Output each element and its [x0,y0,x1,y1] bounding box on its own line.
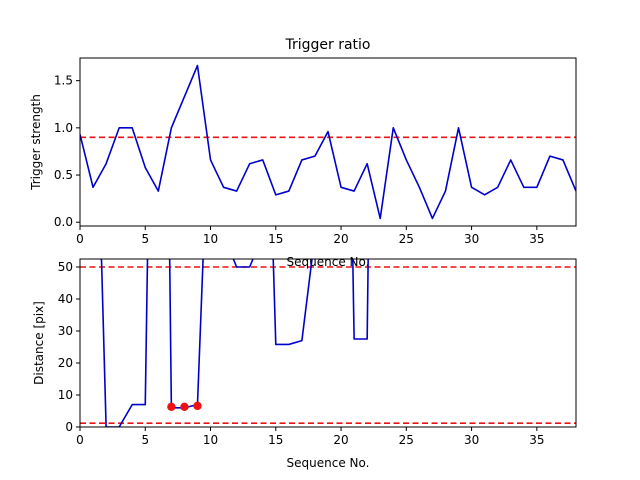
chart-bottom-ytick-label: 50 [58,260,73,274]
chart-bottom-xtick-label: 15 [268,433,283,447]
chart-bottom-xtick-label: 35 [529,433,544,447]
chart-top-ylabel: Trigger strength [29,94,43,191]
chart-top-ytick-label: 0.5 [54,168,73,182]
chart-bottom-marker-point [193,401,202,411]
chart-top-xtick-label: 20 [333,232,348,246]
chart-bottom-ylabel: Distance [pix] [32,301,46,385]
chart-bottom-xlabel: Sequence No. [287,456,370,470]
chart-top-ytick-label: 1.0 [54,121,73,135]
chart-bottom-xtick-label: 5 [141,433,149,447]
chart-bottom-xtick-label: 30 [464,433,479,447]
chart-top-series-line [80,64,576,220]
chart-bottom-axes [79,258,577,428]
chart-top-xtick-label: 30 [464,232,479,246]
chart-bottom-series-line [100,259,369,427]
chart-top-xtick-label: 0 [76,232,84,246]
chart-bottom-xtick-label: 20 [333,433,348,447]
chart-bottom-ytick-label: 0 [65,420,73,434]
chart-top-xtick-label: 5 [141,232,149,246]
chart-bottom: Distance [pix] Sequence No. 0 5 10 15 20 25 30… [32,258,577,470]
chart-bottom-xtick-label: 10 [203,433,218,447]
chart-top-xtick-label: 25 [399,232,414,246]
chart-bottom-ytick-label: 20 [58,356,73,370]
chart-top-title: Trigger ratio [284,37,370,53]
chart-top-xtick-label: 10 [203,232,218,246]
chart-bottom-xtick-label: 0 [76,433,84,447]
chart-bottom-ytick-label: 40 [58,292,73,306]
chart-top: Trigger ratio Trigger strength Sequence … [29,37,577,269]
chart-bottom-marker-point [180,402,189,412]
chart-bottom-ytick-label: 30 [58,324,73,338]
chart-bottom-marker-point [167,402,176,412]
chart-top-xtick-label: 35 [529,232,544,246]
chart-top-xtick-label: 15 [268,232,283,246]
chart-bottom-ytick-label: 10 [58,388,73,402]
chart-top-ytick-label: 0.0 [54,215,73,229]
chart-top-ytick-label: 1.5 [54,74,73,88]
chart-top-axes [79,57,577,227]
chart-bottom-xtick-label: 25 [399,433,414,447]
